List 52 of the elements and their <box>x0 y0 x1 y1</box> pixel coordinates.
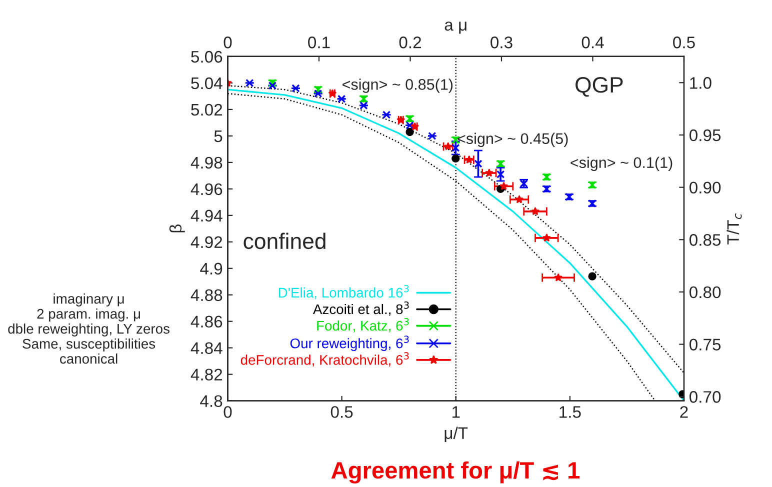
y2-tick-label: 0.80 <box>690 286 721 298</box>
y-tick-label: 5.06 <box>191 50 222 63</box>
annotation: <sign> ~ 0.85(1) <box>342 78 453 93</box>
y-tick-label: 5.04 <box>191 77 222 90</box>
x-tick-label: 2 <box>680 406 688 418</box>
x2-tick-label: 0 <box>224 36 232 48</box>
y-tick-label: 5.02 <box>191 104 222 116</box>
text: dble reweighting, LY zeros <box>8 324 170 336</box>
x2-tick-label: 0.5 <box>673 36 695 48</box>
legend-label: Our reweighting, 6$^{3}$ <box>290 336 409 352</box>
y-tick-label: 4.94 <box>190 210 222 222</box>
y-tick-label: 4.9 <box>200 262 222 275</box>
x-tick-label: 1.5 <box>560 406 581 418</box>
y-tick-label: 4.88 <box>190 289 222 302</box>
y-axis-title: β <box>169 224 185 232</box>
y-tick-label: 4.98 <box>190 156 222 169</box>
x-tick-label: 0.5 <box>330 406 353 418</box>
x-axis-title: μ/T <box>444 426 468 442</box>
y2-tick-label: 1.0 <box>690 77 712 89</box>
y-tick-label: 4.8 <box>200 395 222 408</box>
legend-label: Fodor, Katz, 6$^{3}$ <box>317 318 409 332</box>
x-tick-label: 0 <box>224 406 232 418</box>
x2-tick-label: 0.2 <box>399 36 421 48</box>
y-tick-label: 4.96 <box>190 183 222 196</box>
annotation: QGP <box>576 77 623 97</box>
legend-label: D'Elia, Lombardo 16$^{3}$ <box>278 284 409 300</box>
y-tick-label: 4.82 <box>190 368 222 381</box>
x2-tick-label: 0.4 <box>582 36 604 48</box>
y-tick-label: 4.92 <box>190 236 222 248</box>
y2-tick-label: 0.90 <box>690 182 721 194</box>
legend-label: deForcrand, Kratochvila, 6$^{3}$ <box>240 352 409 366</box>
x2-tick-label: 0.1 <box>308 36 330 48</box>
text: Same, susceptibilities <box>22 338 156 352</box>
y2-tick-label: 0.85 <box>690 234 721 246</box>
y-tick-label: 4.84 <box>190 342 222 354</box>
text: Agreement for μ/T ≲ 1 <box>331 461 580 484</box>
annotation: <sign> ~ 0.45(5) <box>458 132 568 148</box>
annotation: confined <box>244 232 326 250</box>
y2-tick-label: 0.75 <box>690 338 721 350</box>
legend-label: Azcoiti et al., 8$^{3}$ <box>312 301 409 316</box>
x-tick-label: 1 <box>452 406 460 418</box>
y2-tick-label: 0.70 <box>690 391 721 403</box>
y-tick-label: 4.86 <box>190 316 222 328</box>
x2-tick-label: 0.3 <box>490 36 512 48</box>
x2-axis-title: a μ <box>444 22 466 34</box>
text: 2 param. imag. μ <box>37 308 140 322</box>
y-tick-label: 5 <box>214 130 222 142</box>
y2-tick-label: 0.95 <box>690 129 721 142</box>
text: imaginary μ <box>54 294 124 306</box>
annotation: <sign> ~ 0.1(1) <box>570 156 672 172</box>
text: canonical <box>60 354 118 364</box>
y2-axis-title: T/T$_{c}$ <box>726 213 742 244</box>
